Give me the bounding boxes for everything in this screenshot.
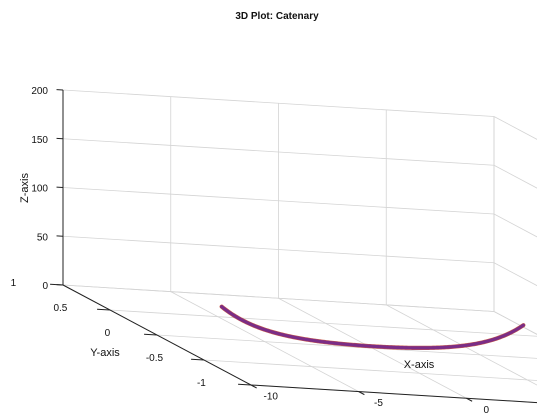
x-tick-mark xyxy=(466,397,473,402)
z-tick-label: 150 xyxy=(31,135,48,146)
y-tick-mark xyxy=(238,383,252,386)
grid-line-z-side xyxy=(493,311,537,335)
y-tick-mark xyxy=(144,333,158,336)
x-tick-label: -10 xyxy=(264,392,279,403)
grid-line-z-back xyxy=(62,235,495,264)
x-tick-label: -5 xyxy=(374,398,383,409)
z-tick-label: 100 xyxy=(31,184,48,195)
y-tick-label: 1 xyxy=(11,278,17,289)
x-axis-label: X-axis xyxy=(404,359,435,371)
y-tick-label: -1 xyxy=(197,378,206,389)
z-tick-label: 50 xyxy=(37,232,49,243)
grid-line-z-side xyxy=(493,116,537,140)
y-tick-mark xyxy=(97,308,111,311)
grid-line-z-side xyxy=(493,213,537,238)
y-tick-label: 0 xyxy=(105,328,111,339)
y-tick-label: -0.5 xyxy=(146,353,164,364)
axis-edges xyxy=(50,89,537,404)
y-tick-mark xyxy=(191,358,205,361)
chart-title: 3D Plot: Catenary xyxy=(235,11,319,22)
grid-line-z-back xyxy=(62,284,495,312)
y-axis-label: Y-axis xyxy=(90,347,120,359)
grid-line-z-back xyxy=(62,89,495,117)
x-tick-mark xyxy=(250,384,257,389)
x-tick-mark xyxy=(358,391,365,396)
grid-line-z-back xyxy=(62,138,495,166)
data-series xyxy=(219,304,526,351)
catenary-curve xyxy=(220,305,525,350)
grid-line-z-back xyxy=(62,187,495,215)
grid-line-y-floor xyxy=(109,309,537,337)
z-tick-label: 200 xyxy=(31,86,48,97)
y-tick-label: 0.5 xyxy=(53,303,67,314)
grid-line-y-floor xyxy=(203,359,537,381)
z-tick-label: 0 xyxy=(42,281,48,292)
x-tick-label: 0 xyxy=(483,405,489,415)
z-axis-label: Z-axis xyxy=(19,173,31,203)
grid-line-z-side xyxy=(493,262,537,287)
grid-line-z-side xyxy=(493,164,537,189)
